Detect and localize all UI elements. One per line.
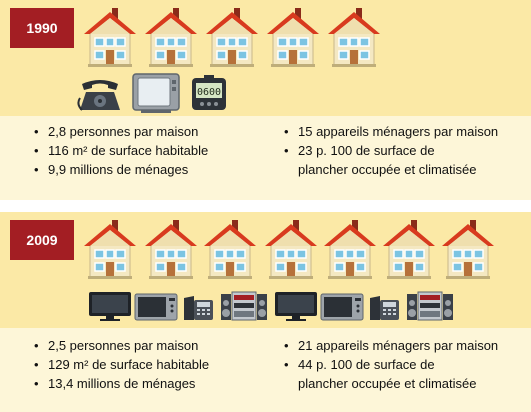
stat-item: 9,9 millions de ménages <box>34 160 208 179</box>
house-icon <box>82 216 138 280</box>
stat-item-continuation: plancher occupée et climatisée <box>298 376 477 391</box>
house-icon <box>82 4 138 68</box>
stats-right-list: 15 appareils ménagers par maison 23 p. 1… <box>284 122 498 179</box>
stat-item: 44 p. 100 de surface de <box>284 355 498 374</box>
stats-right-list: 21 appareils ménagers par maison 44 p. 1… <box>284 336 498 393</box>
house-icon <box>326 4 382 68</box>
stat-item: 116 m² de surface habitable <box>34 141 208 160</box>
stat-item: 21 appareils ménagers par maison <box>284 336 498 355</box>
clock-readout: 0600 <box>197 87 221 98</box>
stat-item-continuation: plancher occupée et climatisée <box>298 162 477 177</box>
stereo-icon <box>221 291 267 321</box>
office-phone-icon <box>184 296 213 320</box>
microwave-icon <box>134 293 178 321</box>
house-icon <box>202 216 258 280</box>
house-icon <box>143 4 199 68</box>
section-2009: 2009 <box>0 212 531 412</box>
digital-clock-icon: 0600 <box>192 75 226 110</box>
stat-item: 15 appareils ménagers par maison <box>284 122 498 141</box>
stat-item: 129 m² de surface habitable <box>34 355 209 374</box>
stat-item: 2,8 personnes par maison <box>34 122 208 141</box>
television-icon <box>132 73 180 113</box>
section-separator <box>0 200 531 212</box>
stat-item: 13,4 millions de ménages <box>34 374 209 393</box>
flat-tv-icon <box>275 292 317 321</box>
house-icon <box>263 216 319 280</box>
year-badge: 1990 <box>10 8 74 48</box>
telephone-icon <box>77 80 120 111</box>
house-icon <box>204 4 260 68</box>
year-badge: 2009 <box>10 220 74 260</box>
house-icon <box>322 216 378 280</box>
house-icon <box>265 4 321 68</box>
stats-left-list: 2,5 personnes par maison 129 m² de surfa… <box>34 336 209 393</box>
stat-item: 2,5 personnes par maison <box>34 336 209 355</box>
house-icon <box>440 216 496 280</box>
flat-tv-icon <box>89 292 131 321</box>
house-icon <box>143 216 199 280</box>
house-icon <box>381 216 437 280</box>
stereo-icon <box>407 291 453 321</box>
stat-item: 23 p. 100 de surface de <box>284 141 498 160</box>
microwave-icon <box>320 293 364 321</box>
section-1990: 1990 0600 2,8 personnes par maison 1 <box>0 0 531 200</box>
office-phone-icon <box>370 296 399 320</box>
stats-left-list: 2,8 personnes par maison 116 m² de surfa… <box>34 122 208 179</box>
